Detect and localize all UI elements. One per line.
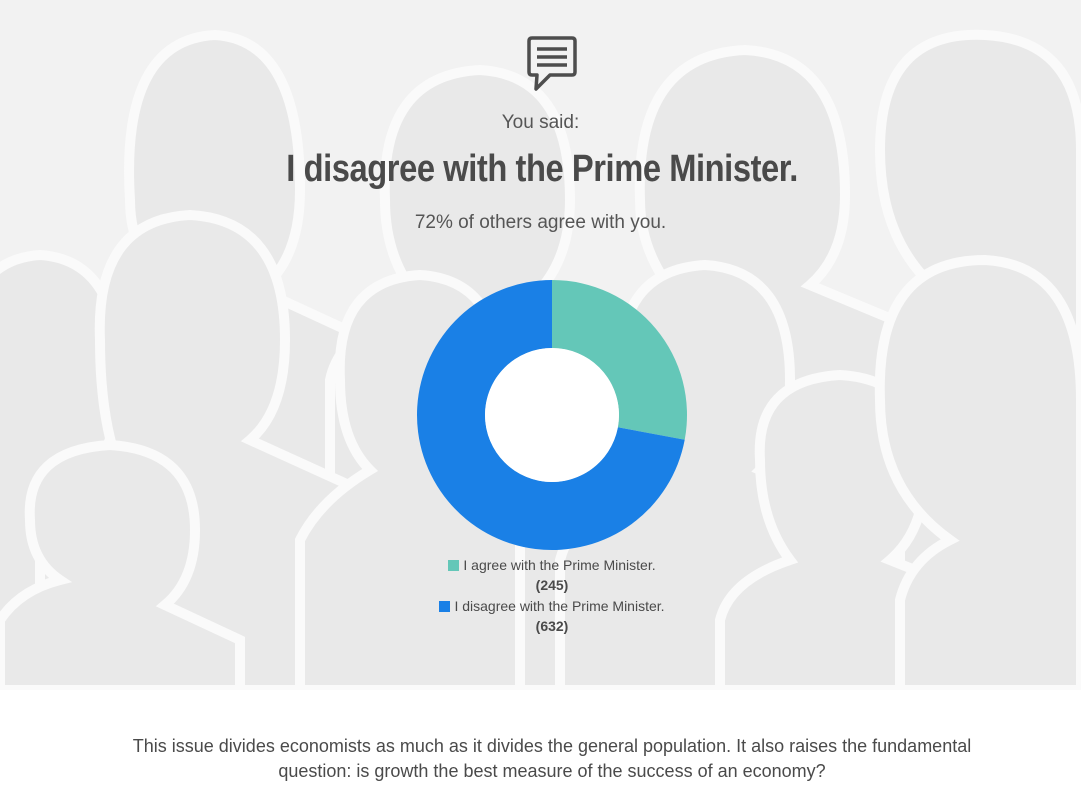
issue-explanation-text: This issue divides economists as much as… bbox=[132, 736, 972, 781]
donut-hole bbox=[485, 348, 619, 482]
legend-label-disagree: I disagree with the Prime Minister. bbox=[454, 598, 665, 614]
crowd-background-image bbox=[0, 0, 1081, 690]
legend-swatch-agree bbox=[448, 560, 460, 571]
speech-bubble-icon bbox=[527, 36, 577, 91]
poll-result-hero: You said: I disagree with the Prime Mini… bbox=[0, 0, 1081, 690]
agreement-share-text: 72% of others agree with you. bbox=[414, 212, 667, 233]
selected-answer-heading: I disagree with the Prime Minister. bbox=[286, 148, 798, 190]
legend-item-disagree[interactable]: I disagree with the Prime Minister. (632… bbox=[0, 597, 1081, 636]
results-donut-chart bbox=[416, 280, 687, 550]
donut-slice-agree[interactable] bbox=[552, 280, 687, 440]
donut-slice-disagree[interactable] bbox=[416, 280, 685, 550]
legend-count-disagree: (632) bbox=[535, 618, 569, 634]
poll-result-content: You said: I disagree with the Prime Mini… bbox=[0, 36, 1081, 638]
legend-swatch-disagree bbox=[439, 601, 451, 612]
legend-count-agree: (245) bbox=[535, 577, 569, 593]
chart-legend: I agree with the Prime Minister. (245) I… bbox=[0, 556, 1081, 638]
you-said-label: You said: bbox=[501, 112, 580, 133]
legend-label-agree: I agree with the Prime Minister. bbox=[463, 557, 656, 573]
legend-item-agree[interactable]: I agree with the Prime Minister. (245) bbox=[0, 556, 1081, 595]
